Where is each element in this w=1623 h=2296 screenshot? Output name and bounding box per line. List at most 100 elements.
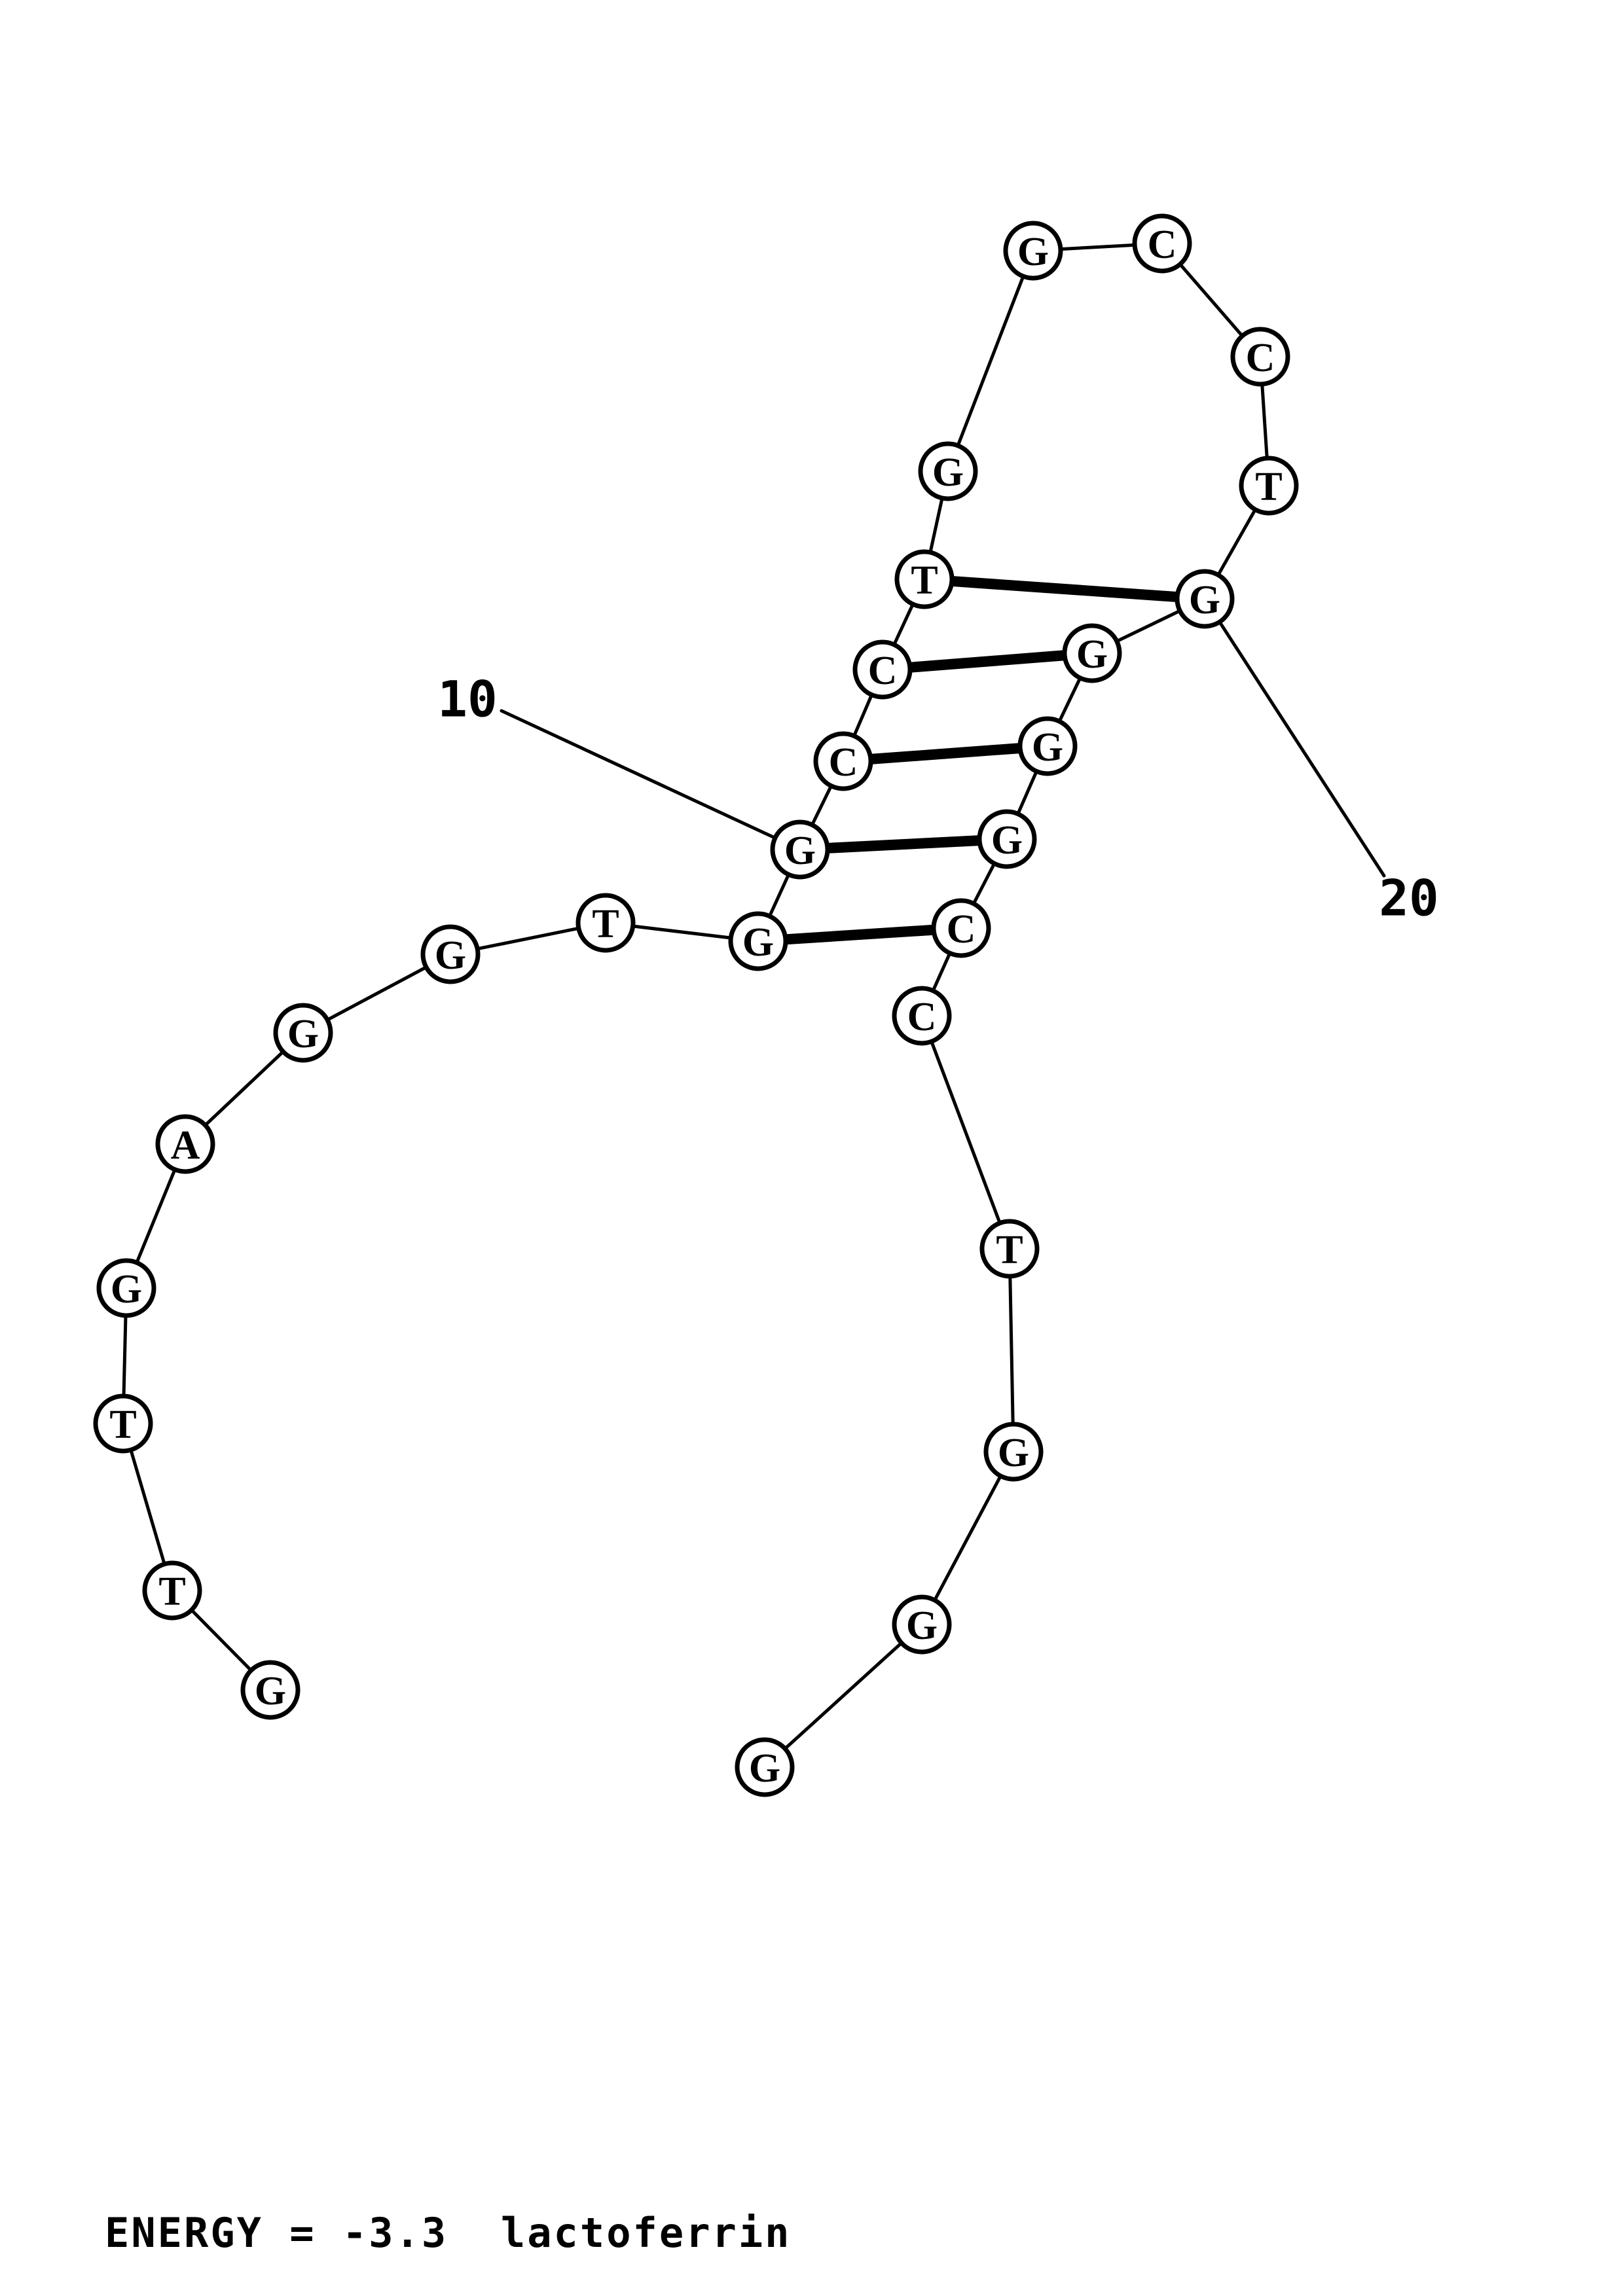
nucleotide-node-7[interactable]: G: [420, 924, 481, 984]
nucleotide-node-21[interactable]: G: [1062, 623, 1122, 683]
nucleotide-base-letter: T: [158, 1570, 185, 1614]
nucleotide-node-27[interactable]: G: [983, 1422, 1044, 1482]
nucleotide-node-1[interactable]: G: [240, 1660, 301, 1720]
nucleotide-base-letter: G: [998, 1431, 1029, 1475]
position-number-20: 20: [1379, 869, 1439, 927]
nucleotide-circle: [575, 893, 636, 953]
nucleotide-base-letter: T: [911, 558, 938, 603]
nucleotide-base-letter: G: [255, 1669, 286, 1713]
base-pair-rung: [870, 743, 1021, 764]
nucleotide-node-14[interactable]: G: [918, 441, 978, 501]
nucleotide-node-22[interactable]: G: [1017, 716, 1078, 776]
nucleotide-node-15[interactable]: G: [1003, 221, 1063, 281]
base-pair-rung: [785, 924, 934, 945]
nucleotide-circle: [983, 1422, 1044, 1482]
nucleotide-circle: [1062, 623, 1122, 683]
backbone-segment: [852, 693, 873, 738]
nucleotide-node-10[interactable]: G: [770, 819, 830, 880]
nucleotide-base-letter: T: [592, 902, 619, 946]
nucleotide-circle: [1239, 456, 1299, 516]
backbone-segment: [956, 274, 1025, 448]
nucleotide-base-letter: C: [907, 995, 937, 1039]
backbone-segment: [1059, 243, 1137, 251]
nucleotide-base-letter: T: [109, 1403, 136, 1447]
nucleotide-node-19[interactable]: T: [1239, 456, 1299, 516]
nucleotide-circle: [1175, 569, 1235, 629]
nucleotide-circle: [892, 1594, 952, 1655]
backbone-segment: [1057, 676, 1082, 723]
position-number-layer: 10 20: [437, 670, 1439, 927]
backbone-segment: [928, 496, 944, 554]
nucleotide-node-25[interactable]: C: [892, 986, 952, 1046]
nucleotide-circle: [273, 1003, 333, 1063]
nucleotide-base-letter: G: [1189, 578, 1220, 622]
backbone-segment: [1216, 508, 1257, 577]
nucleotide-node-3[interactable]: T: [93, 1393, 153, 1454]
nucleotide-base-letter: T: [1255, 465, 1282, 509]
backbone-segment: [1008, 1274, 1015, 1426]
base-pair-layer: [785, 575, 1178, 945]
nucleotide-circle: [977, 809, 1037, 869]
nucleotide-circle: [735, 1737, 795, 1797]
nucleotide-node-2[interactable]: T: [142, 1560, 202, 1621]
nucleotide-circle: [918, 441, 978, 501]
backbone-segment: [1260, 382, 1269, 460]
nucleotide-node-23[interactable]: G: [977, 809, 1037, 869]
nucleotide-base-letter: G: [742, 920, 774, 965]
nucleotide-circle: [1017, 716, 1078, 776]
nucleotide-node-9[interactable]: G: [728, 911, 788, 971]
nucleotide-node-17[interactable]: C: [1132, 213, 1192, 274]
backbone-layer: [122, 243, 1269, 1751]
backbone-segment: [930, 1039, 1002, 1225]
nucleotide-node-13[interactable]: T: [894, 549, 955, 609]
nucleotide-node-4[interactable]: G: [96, 1258, 156, 1318]
nucleotide-node-26[interactable]: T: [979, 1219, 1040, 1279]
nucleotide-base-letter: C: [1148, 223, 1177, 267]
nucleotide-circle: [240, 1660, 301, 1720]
nucleotide-circle: [892, 986, 952, 1046]
nucleotide-base-letter: G: [932, 450, 964, 495]
nucleotide-node-8[interactable]: T: [575, 893, 636, 953]
position-leader-line: [500, 709, 777, 840]
nucleotide-base-letter: T: [996, 1228, 1023, 1272]
backbone-segment: [1016, 769, 1038, 816]
backbone-segment: [931, 951, 952, 993]
nucleotide-node-12[interactable]: C: [852, 639, 913, 700]
backbone-segment: [972, 861, 996, 906]
nucleotide-node-11[interactable]: C: [813, 731, 873, 791]
backbone-segment: [129, 1448, 166, 1566]
nucleotide-node-28[interactable]: G: [892, 1594, 952, 1655]
nucleotide-base-letter: G: [435, 933, 466, 978]
nucleotide-circle: [894, 549, 955, 609]
nucleotide-base-letter: C: [1246, 336, 1275, 380]
nucleotide-base-letter: C: [829, 740, 858, 785]
nucleotide-base-letter: A: [171, 1123, 200, 1168]
base-pair-rung: [909, 650, 1065, 673]
nucleotide-node-18[interactable]: C: [1230, 327, 1290, 387]
nucleotide-base-letter: G: [1017, 230, 1049, 274]
backbone-segment: [325, 965, 428, 1022]
nucleotide-node-5[interactable]: A: [155, 1114, 215, 1174]
nucleotide-base-letter: C: [947, 907, 976, 952]
backbone-segment: [631, 924, 733, 940]
nucleotide-base-letter: G: [111, 1267, 142, 1312]
nucleotide-node-20[interactable]: G: [1175, 569, 1235, 629]
backbone-segment: [892, 602, 915, 647]
nucleotide-node-6[interactable]: G: [273, 1003, 333, 1063]
nucleotide-circle: [852, 639, 913, 700]
nucleotide-circle: [93, 1393, 153, 1454]
backbone-segment: [122, 1314, 128, 1398]
nucleotide-node-24[interactable]: C: [931, 898, 991, 958]
position-leader-line: [1218, 620, 1386, 878]
base-pair-rung: [827, 835, 980, 853]
backbone-segment: [135, 1168, 177, 1265]
position-number-10: 10: [437, 670, 498, 728]
backbone-segment: [767, 872, 791, 918]
nucleotide-node-29[interactable]: G: [735, 1737, 795, 1797]
nucleotide-circle: [979, 1219, 1040, 1279]
nucleotide-circle: [1132, 213, 1192, 274]
nucleotide-circle: [728, 911, 788, 971]
nucleotide-base-letter: G: [1076, 632, 1108, 677]
